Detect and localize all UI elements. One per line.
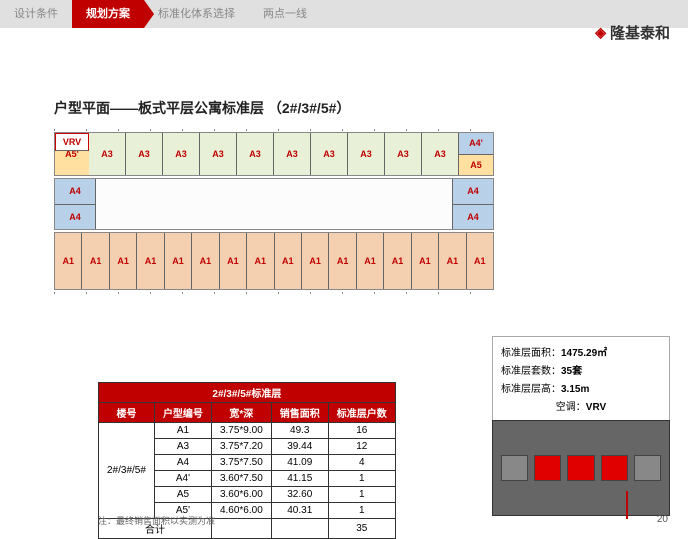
vrv-label: VRV xyxy=(55,133,89,151)
tab-plan[interactable]: 规划方案 xyxy=(72,0,144,28)
tab-twopoints[interactable]: 两点一线 xyxy=(249,0,321,28)
page-number: 20 xyxy=(657,514,668,525)
info-panel: 标准层面积：1475.29㎡ 标准层套数：35套 标准层层高：3.15m 空调：… xyxy=(492,336,670,426)
floorplan-row-mid: A4 A4 A4 A4 xyxy=(54,178,494,230)
locator-bldg-hl xyxy=(567,455,594,481)
brand-text: 隆基泰和 xyxy=(610,22,670,43)
footnote: 注：最终销售面积以实测为准 xyxy=(98,514,215,527)
logo-icon: ◈ xyxy=(595,24,606,41)
nav-tabs: 设计条件 规划方案 标准化体系选择 两点一线 xyxy=(0,0,688,28)
floorplan-diagram: VRV A5' A3 A3 A3 A3 A3 A3 A3 A3 A3 A3 A4… xyxy=(54,128,494,295)
locator-bldg xyxy=(501,455,528,481)
tab-standard[interactable]: 标准化体系选择 xyxy=(144,0,249,28)
floorplan-row-bottom: A1 A1 A1 A1 A1 A1 A1 A1 A1 A1 A1 A1 A1 A… xyxy=(54,232,494,290)
page-decorator xyxy=(626,491,628,519)
locator-map xyxy=(492,420,670,516)
locator-bldg xyxy=(634,455,661,481)
tab-design[interactable]: 设计条件 xyxy=(0,0,72,28)
page-title: 户型平面——板式平层公寓标准层 （2#/3#/5#） xyxy=(54,98,350,118)
locator-bldg-hl xyxy=(601,455,628,481)
table-title: 2#/3#/5#标准层 xyxy=(99,383,396,403)
floorplan-row-top: VRV A5' A3 A3 A3 A3 A3 A3 A3 A3 A3 A3 A4… xyxy=(54,132,494,176)
brand-logo: ◈ 隆基泰和 xyxy=(595,22,670,43)
locator-bldg-hl xyxy=(534,455,561,481)
